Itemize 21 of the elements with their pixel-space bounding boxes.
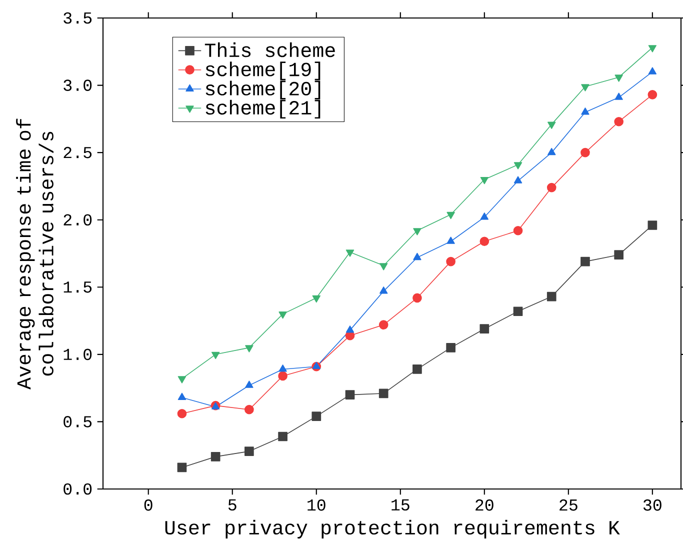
y-axis-title: Average response time of collaborative users/s [16,118,54,390]
legend-label: scheme[19] [206,62,320,80]
y-tick-label: 3.5 [64,12,92,24]
x-tick-label: 5 [228,499,236,511]
x-axis-title: User privacy protection requirements K [165,520,620,538]
y-tick-label: 2.0 [64,214,92,226]
x-tick-label: 25 [560,499,578,511]
y-tick-label: 3.0 [64,80,92,91]
x-tick-label: 20 [476,499,494,511]
legend-label: scheme[20] [206,80,320,100]
x-tick-label: 30 [643,499,662,511]
legend-label: This scheme [204,42,335,58]
y-tick-label: 1.5 [64,282,92,293]
x-tick-label: 0 [144,499,152,511]
legend-label: scheme[21] [206,100,320,119]
y-tick-label: 0.5 [64,416,92,428]
y-tick-label: 1.0 [64,348,92,360]
x-tick-label: 15 [392,499,410,511]
y-tick-label: 2.5 [64,146,92,158]
x-tick-label: 10 [308,499,326,511]
y-tick-label: 0.0 [64,483,92,495]
